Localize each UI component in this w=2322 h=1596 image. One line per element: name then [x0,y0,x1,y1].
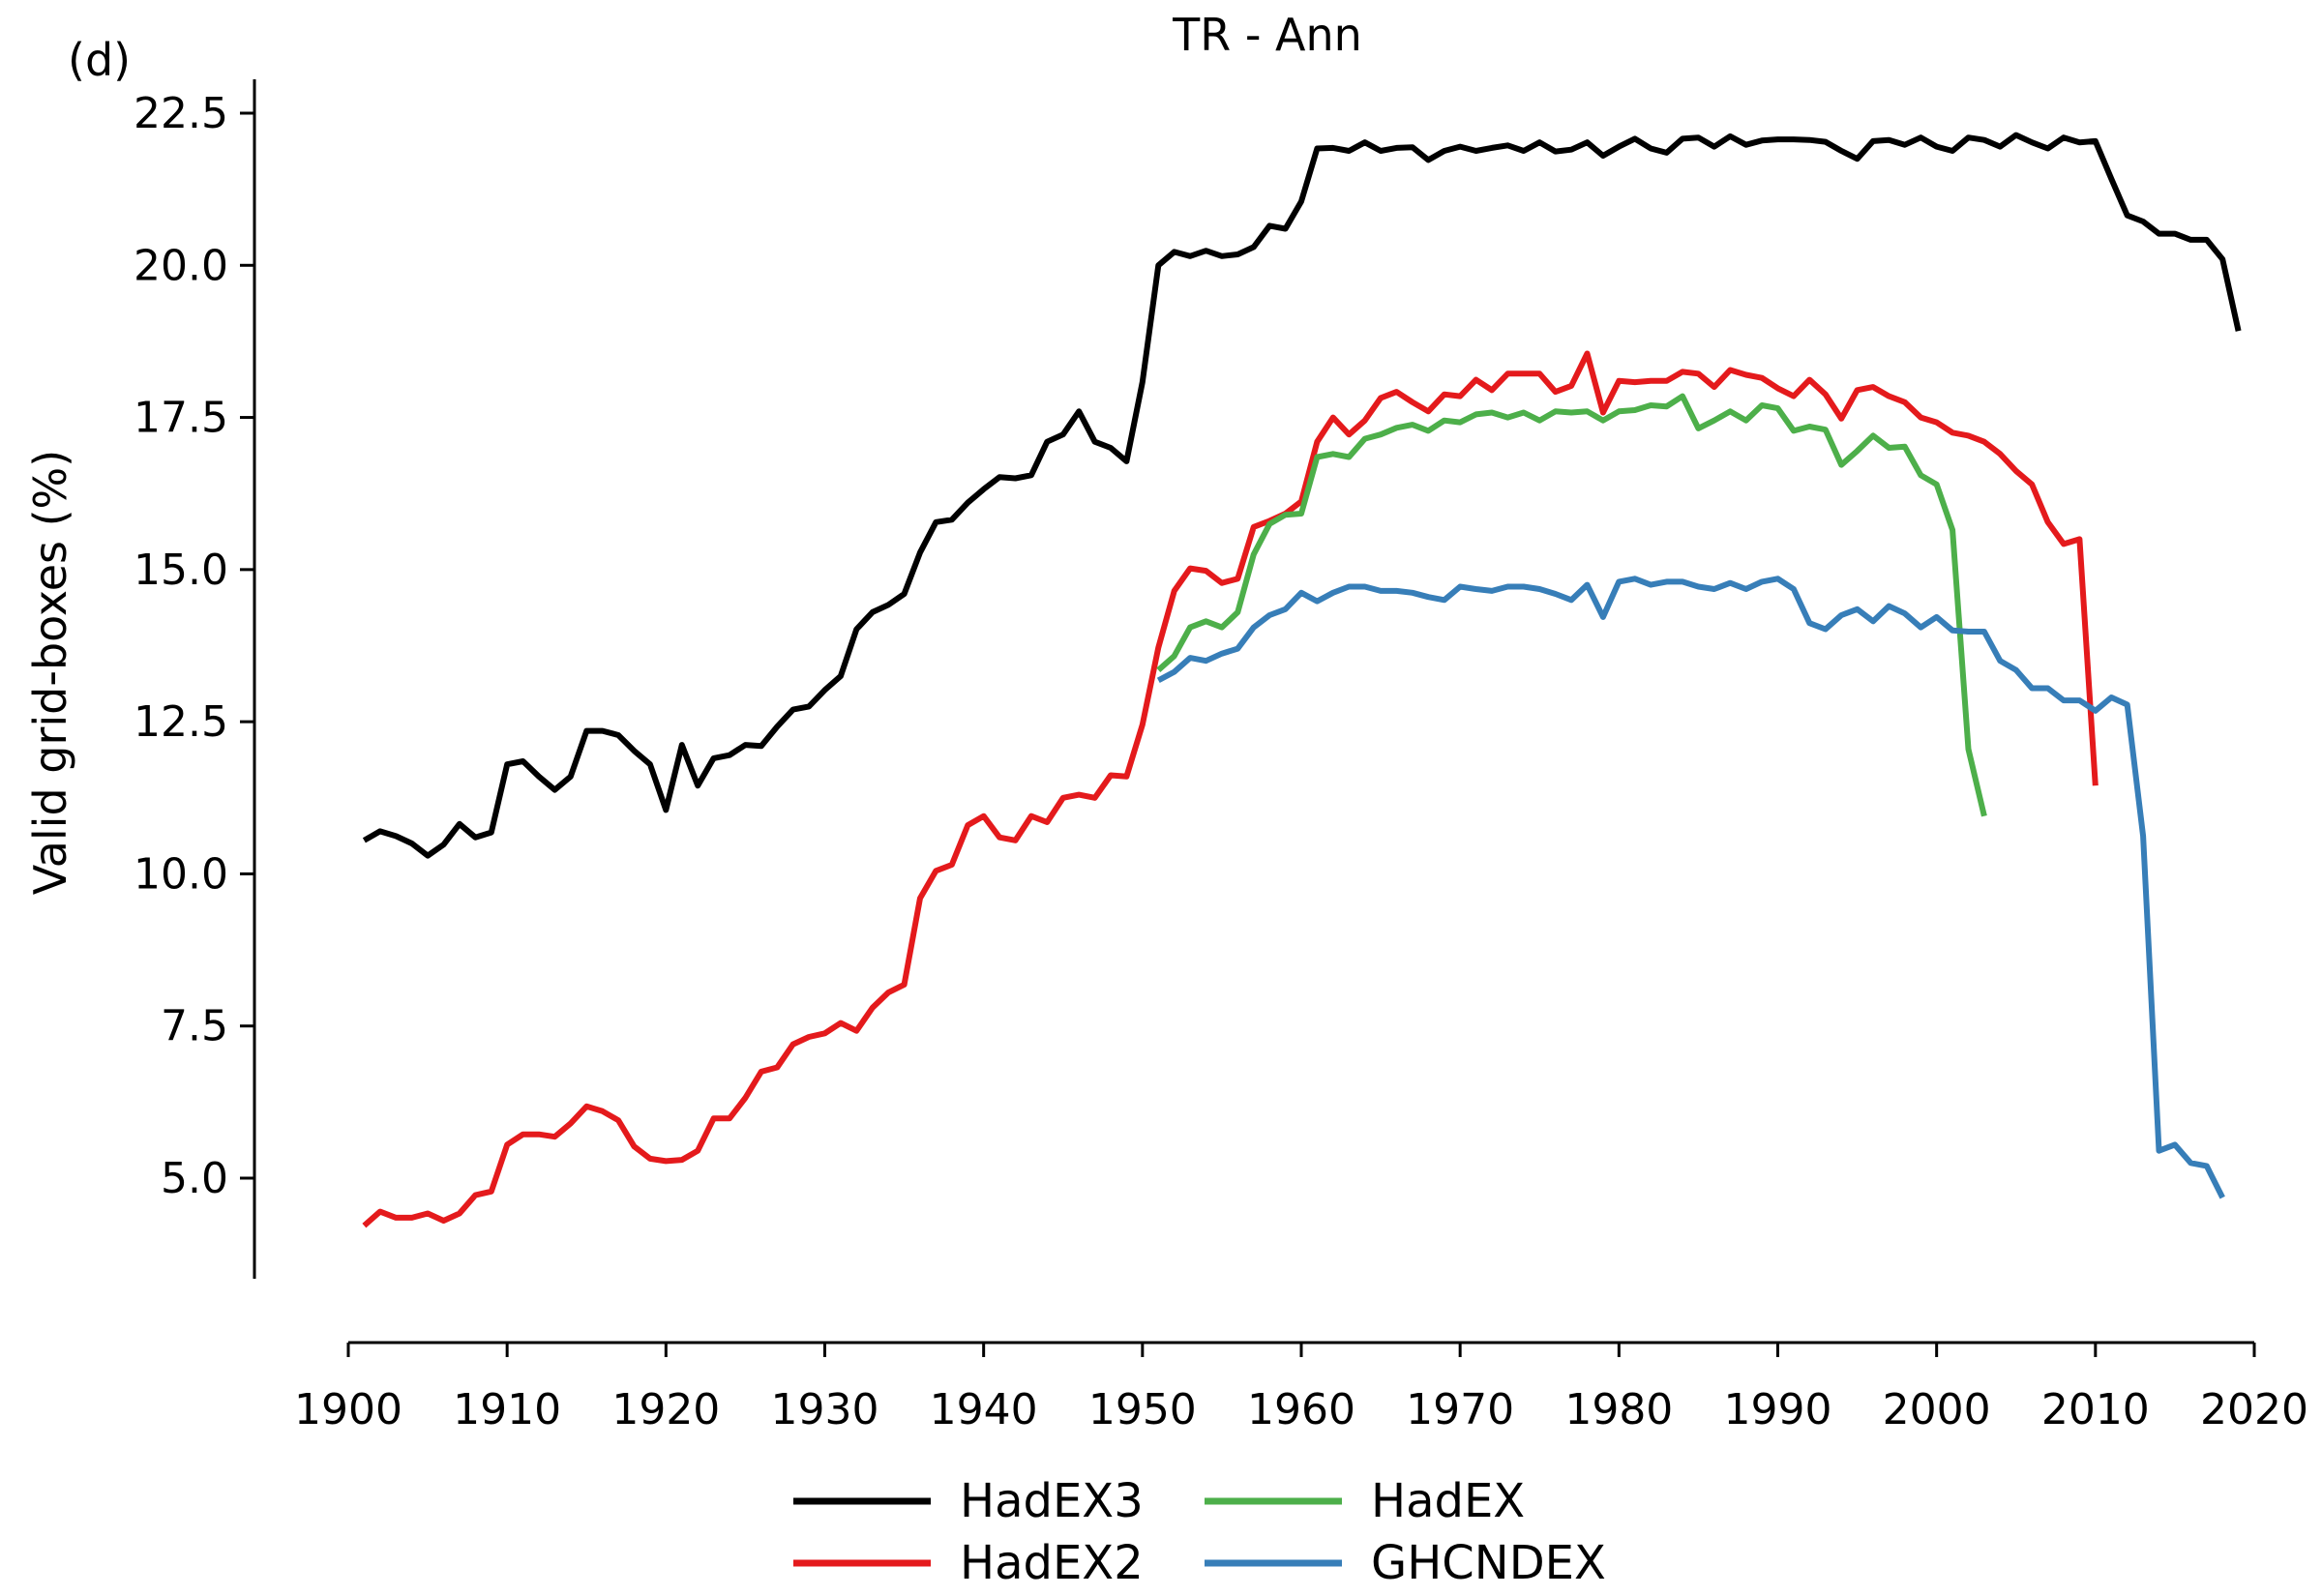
y-tick-label: 7.5 [161,1002,228,1051]
series-line-hadex3 [362,132,2242,859]
x-tick-label: 1980 [1564,1385,1673,1434]
x-tick-label: 2020 [2200,1385,2308,1434]
x-tick-label: 1930 [771,1385,879,1434]
series-line-ghcndex [1156,576,2225,1199]
legend-label: HadEX [1371,1474,1525,1528]
legend-label: HadEX3 [960,1474,1144,1528]
y-tick-label: 20.0 [134,241,228,290]
x-tick-label: 1900 [294,1385,402,1434]
y-ticks: 5.0 7.5 10.0 12.5 15.0 17.5 20.0 22.5 [134,89,254,1203]
x-tick-label: 2010 [2041,1385,2150,1434]
y-tick-label: 15.0 [134,546,228,595]
x-tick-label: 1970 [1406,1385,1514,1434]
y-tick-label: 5.0 [161,1154,228,1203]
y-tick-label: 22.5 [134,89,228,138]
panel-label: (d) [68,34,131,86]
x-tick-label: 2000 [1883,1385,1991,1434]
chart-title: TR - Ann [1172,9,1362,61]
legend: HadEX3 HadEX2 HadEX GHCNDEX [793,1474,1606,1590]
legend-label: GHCNDEX [1371,1536,1606,1590]
y-tick-label: 10.0 [134,849,228,899]
x-tick-label: 1990 [1724,1385,1832,1434]
x-tick-label: 1920 [611,1385,720,1434]
x-tick-label: 1950 [1088,1385,1197,1434]
x-ticks: 1900 1910 1920 1930 1940 1950 1960 1970 1980 1990… [294,1343,2308,1434]
series-lines [362,132,2242,1228]
x-tick-label: 1910 [453,1385,561,1434]
y-tick-label: 17.5 [134,394,228,443]
series-line-hadex [1156,393,1987,817]
legend-label: HadEX2 [960,1536,1144,1590]
x-tick-label: 1940 [930,1385,1038,1434]
series-line-hadex2 [362,350,2099,1228]
x-tick-label: 1960 [1247,1385,1355,1434]
y-axis-label: Valid grid-boxes (%) [24,450,76,895]
y-tick-label: 12.5 [134,697,228,747]
